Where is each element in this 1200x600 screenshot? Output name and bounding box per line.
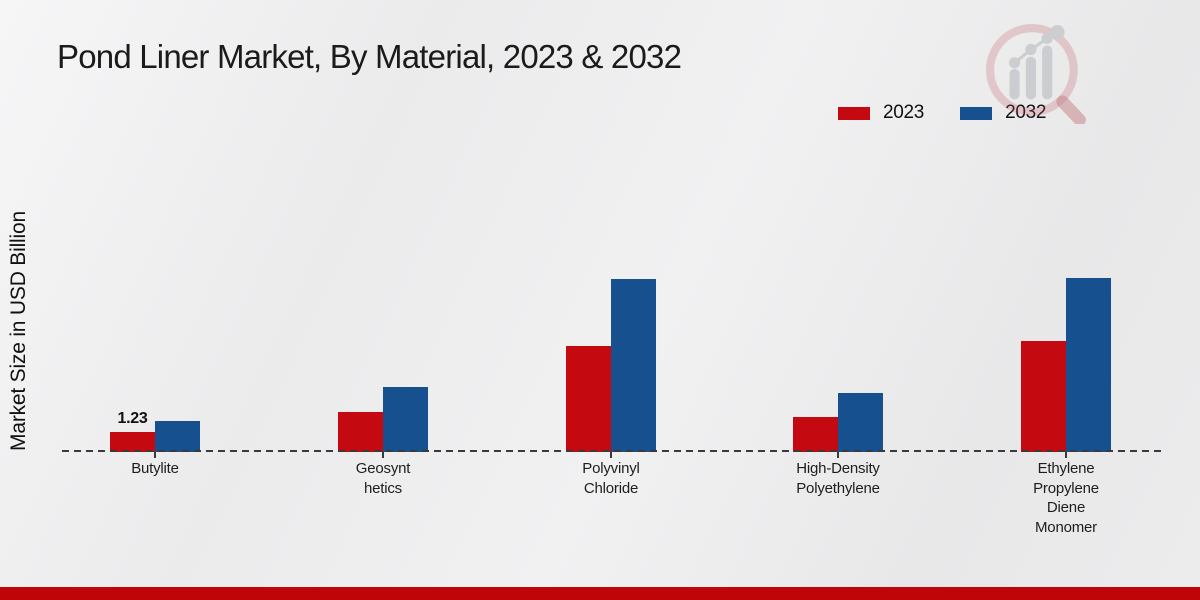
bar-2023-1 <box>110 432 155 452</box>
legend: 2023 2032 <box>838 102 1046 124</box>
footer-accent-bar <box>0 587 1200 600</box>
bar-2023-2 <box>338 412 383 452</box>
bar-2032-2 <box>383 387 428 452</box>
x-axis-category-label: Butylite <box>131 460 179 477</box>
bar-2032-4 <box>838 393 883 452</box>
bar-value-label: 1.23 <box>117 410 148 427</box>
x-axis-tick <box>837 452 839 458</box>
bar-2023-4 <box>793 417 838 452</box>
x-axis-category-label: Ethylene Propylene Diene Monomer <box>1033 460 1099 536</box>
legend-swatch-2032 <box>960 106 993 120</box>
legend-item-2032: 2032 <box>960 102 1046 124</box>
legend-label-2032: 2032 <box>1005 102 1047 123</box>
bar-2023-5 <box>1021 341 1066 452</box>
bar-2032-3 <box>611 279 656 452</box>
x-axis-tick <box>382 452 384 458</box>
x-axis-tick <box>1065 452 1067 458</box>
x-axis-category-label: Geosynt hetics <box>355 460 411 497</box>
y-axis-label: Market Size in USD Billion <box>7 211 30 451</box>
bar-2023-3 <box>566 346 611 452</box>
x-axis-tick <box>154 452 156 458</box>
chart-title: Pond Liner Market, By Material, 2023 & 2… <box>57 38 682 75</box>
x-axis-category-label: High-Density Polyethylene <box>796 460 880 497</box>
legend-swatch-2023 <box>838 106 870 120</box>
bar-2032-5 <box>1066 278 1111 452</box>
x-axis-category-label: Polyvinyl Chloride <box>582 460 640 497</box>
bar-2032-1 <box>155 421 200 452</box>
legend-label-2023: 2023 <box>883 102 925 123</box>
magnifier-bar-chart-logo <box>986 24 1086 124</box>
x-axis-tick <box>610 452 612 458</box>
x-axis-dashed-baseline <box>62 450 1162 452</box>
legend-item-2023: 2023 <box>838 102 924 124</box>
